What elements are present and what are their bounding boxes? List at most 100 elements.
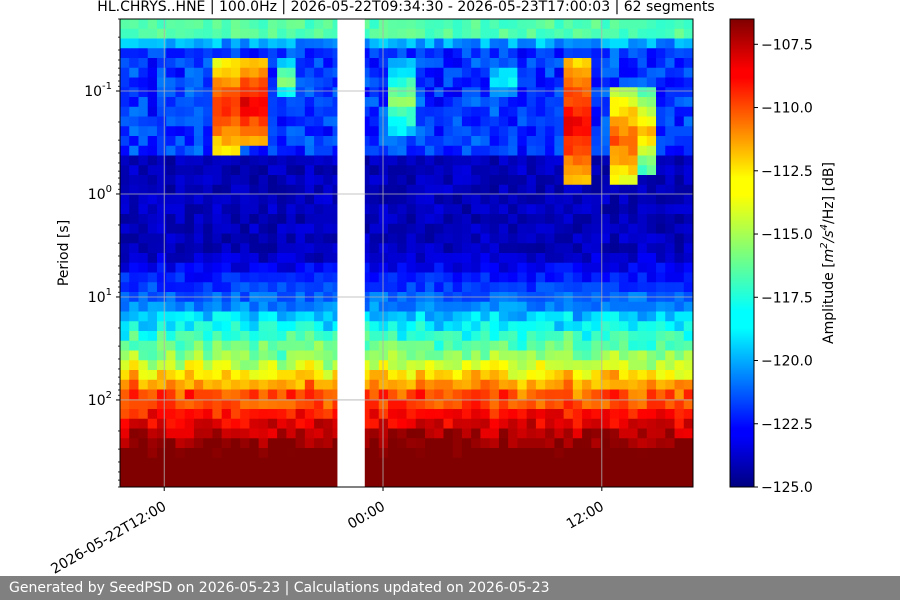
- heatmap-cell: [424, 350, 435, 361]
- heatmap-cell: [166, 116, 177, 127]
- heatmap-cell: [295, 477, 306, 487]
- heatmap-cell: [378, 282, 389, 293]
- heatmap-cell: [665, 155, 676, 166]
- heatmap-cell: [212, 136, 223, 147]
- heatmap-cell: [249, 67, 260, 79]
- heatmap-cell: [193, 194, 204, 205]
- heatmap-cell: [397, 97, 408, 108]
- heatmap-cell: [600, 136, 611, 147]
- heatmap-cell: [295, 194, 306, 205]
- heatmap-cell: [388, 87, 398, 98]
- heatmap-cell: [609, 145, 620, 157]
- heatmap-cell: [619, 350, 629, 361]
- heatmap-cell: [295, 116, 306, 127]
- heatmap-cell: [461, 360, 472, 371]
- heatmap-cell: [360, 418, 371, 430]
- heatmap-cell: [582, 106, 592, 118]
- heatmap-cell: [545, 126, 555, 137]
- heatmap-cell: [489, 331, 500, 342]
- heatmap-cell: [378, 448, 389, 459]
- heatmap-cell: [600, 184, 611, 196]
- heatmap-cell: [545, 438, 555, 449]
- heatmap-cell: [193, 370, 204, 381]
- heatmap-cell: [175, 350, 186, 361]
- heatmap-cell: [628, 331, 639, 342]
- heatmap-cell: [378, 155, 389, 166]
- heatmap-cell: [582, 19, 592, 30]
- heatmap-cell: [628, 175, 639, 186]
- heatmap-cell: [203, 282, 214, 293]
- heatmap-cell: [406, 253, 417, 264]
- heatmap-cell: [184, 165, 195, 176]
- heatmap-cell: [378, 126, 389, 137]
- heatmap-cell: [582, 311, 592, 322]
- heatmap-cell: [554, 311, 565, 322]
- heatmap-cell: [480, 77, 491, 88]
- heatmap-cell: [665, 175, 676, 186]
- heatmap-cell: [120, 165, 130, 176]
- heatmap-cell: [129, 457, 140, 469]
- heatmap-cell: [212, 106, 223, 118]
- heatmap-cell: [434, 97, 445, 108]
- heatmap-cell: [480, 262, 491, 274]
- heatmap-cell: [554, 379, 565, 391]
- heatmap-cell: [471, 418, 482, 430]
- heatmap-cell: [240, 38, 250, 49]
- heatmap-cell: [267, 233, 278, 244]
- heatmap-cell: [545, 243, 555, 254]
- heatmap-cell: [147, 194, 158, 205]
- heatmap-cell: [563, 223, 574, 235]
- heatmap-cell: [452, 67, 463, 79]
- heatmap-cell: [230, 418, 241, 430]
- heatmap-cell: [267, 311, 278, 322]
- heatmap-cell: [249, 379, 260, 391]
- heatmap-cell: [369, 457, 380, 469]
- heatmap-cell: [526, 175, 537, 186]
- heatmap-cell: [369, 116, 380, 127]
- heatmap-cell: [563, 28, 574, 40]
- heatmap-cell: [203, 87, 214, 98]
- heatmap-cell: [129, 126, 140, 137]
- heatmap-cell: [582, 370, 592, 381]
- heatmap-cell: [563, 116, 574, 127]
- heatmap-cell: [286, 253, 297, 264]
- heatmap-cell: [249, 448, 260, 459]
- heatmap-cell: [258, 272, 269, 283]
- heatmap-cell: [304, 301, 315, 313]
- heatmap-cell: [212, 272, 223, 283]
- heatmap-cell: [628, 311, 639, 322]
- heatmap-cell: [240, 448, 250, 459]
- heatmap-cell: [683, 448, 693, 459]
- heatmap-cell: [314, 97, 324, 108]
- heatmap-cell: [147, 19, 158, 30]
- heatmap-cell: [443, 457, 454, 469]
- heatmap-cell: [184, 223, 195, 235]
- heatmap-cell: [461, 19, 472, 30]
- heatmap-cell: [535, 145, 546, 157]
- heatmap-cell: [166, 223, 177, 235]
- heatmap-cell: [397, 194, 408, 205]
- heatmap-cell: [683, 223, 693, 235]
- heatmap-cell: [193, 67, 204, 79]
- heatmap-cell: [619, 428, 629, 439]
- heatmap-cell: [665, 428, 676, 439]
- heatmap-cell: [240, 48, 250, 59]
- heatmap-cell: [480, 106, 491, 118]
- heatmap-cell: [489, 194, 500, 205]
- heatmap-cell: [175, 321, 186, 332]
- heatmap-cell: [582, 331, 592, 342]
- heatmap-cell: [193, 350, 204, 361]
- heatmap-cell: [295, 331, 306, 342]
- heatmap-cell: [526, 399, 537, 410]
- heatmap-cell: [249, 253, 260, 264]
- heatmap-cell: [369, 272, 380, 283]
- heatmap-cell: [378, 243, 389, 254]
- heatmap-cell: [480, 311, 491, 322]
- heatmap-cell: [480, 165, 491, 176]
- heatmap-cell: [166, 350, 177, 361]
- heatmap-cell: [378, 418, 389, 430]
- heatmap-cell: [554, 428, 565, 439]
- heatmap-cell: [129, 233, 140, 244]
- heatmap-cell: [258, 350, 269, 361]
- heatmap-cell: [323, 28, 334, 40]
